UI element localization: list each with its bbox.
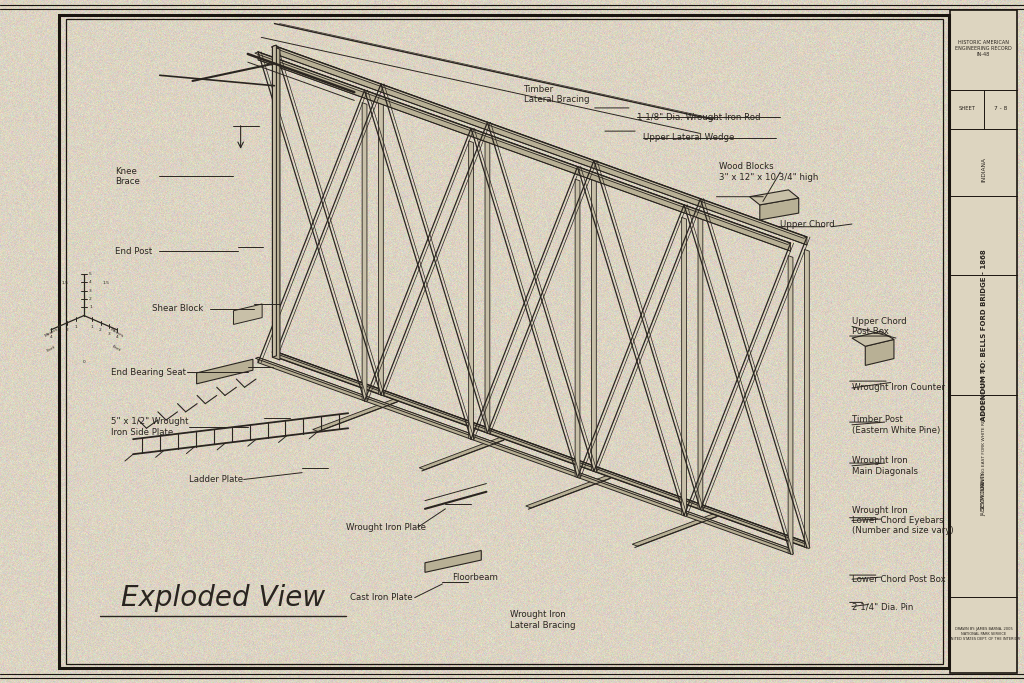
Text: Meters: Meters <box>110 327 124 338</box>
Polygon shape <box>469 141 473 440</box>
Polygon shape <box>271 351 807 544</box>
Text: Ladder Plate: Ladder Plate <box>189 475 244 484</box>
Text: HISTORIC AMERICAN
ENGINEERING RECORD
IN-48: HISTORIC AMERICAN ENGINEERING RECORD IN-… <box>955 40 1012 57</box>
Text: 2: 2 <box>99 328 101 332</box>
Polygon shape <box>272 45 276 357</box>
Polygon shape <box>760 198 799 220</box>
Polygon shape <box>362 102 367 402</box>
Polygon shape <box>425 550 481 572</box>
Text: Lower Chord Post Box: Lower Chord Post Box <box>852 574 946 584</box>
Polygon shape <box>274 46 807 245</box>
Text: ADDENDUM TO: BELLS FORD BRIDGE - 1868: ADDENDUM TO: BELLS FORD BRIDGE - 1868 <box>981 249 986 421</box>
Text: 1: 1 <box>89 305 92 309</box>
Text: Wrought Iron
Lower Chord Eyebars
(Number and size vary): Wrought Iron Lower Chord Eyebars (Number… <box>852 505 953 535</box>
Polygon shape <box>525 475 613 508</box>
Polygon shape <box>682 217 686 516</box>
Text: End Post: End Post <box>115 247 152 256</box>
Text: 5: 5 <box>89 272 92 276</box>
Polygon shape <box>698 211 702 510</box>
Polygon shape <box>852 331 894 346</box>
Polygon shape <box>485 135 489 434</box>
Polygon shape <box>312 399 400 432</box>
Text: Wrought Iron
Main Diagonals: Wrought Iron Main Diagonals <box>852 456 918 475</box>
Text: 3: 3 <box>57 332 60 336</box>
Text: 1: 1 <box>75 324 77 329</box>
Text: 5" x 1/2" Wrought
Iron Side Plate: 5" x 1/2" Wrought Iron Side Plate <box>111 417 188 436</box>
Text: SEYMOUR: SEYMOUR <box>981 481 986 510</box>
Text: DRAWN BY: JAMES BARNA, 2005
NATIONAL PARK SERVICE
UNITED STATES DEPT. OF THE INT: DRAWN BY: JAMES BARNA, 2005 NATIONAL PAR… <box>947 628 1020 641</box>
Polygon shape <box>233 304 262 324</box>
Polygon shape <box>258 52 791 251</box>
Polygon shape <box>750 190 799 205</box>
Text: Wrought Iron Plate: Wrought Iron Plate <box>346 522 426 532</box>
Text: Upper Chord: Upper Chord <box>780 219 835 229</box>
Text: 1.5: 1.5 <box>102 281 110 285</box>
Text: 2 1/4" Dia. Pin: 2 1/4" Dia. Pin <box>852 602 913 611</box>
Text: 1.5: 1.5 <box>61 281 69 285</box>
Text: SPANNING EAST FORK WHITE RIVER AT STATE ROUTE 258: SPANNING EAST FORK WHITE RIVER AT STATE … <box>982 365 985 490</box>
Polygon shape <box>592 173 596 472</box>
Polygon shape <box>419 437 507 470</box>
Text: 1: 1 <box>91 324 93 329</box>
Polygon shape <box>272 46 280 360</box>
Text: 4: 4 <box>116 335 119 339</box>
Polygon shape <box>575 179 580 478</box>
Polygon shape <box>788 255 793 555</box>
Text: Wrought Iron
Lateral Bracing: Wrought Iron Lateral Bracing <box>510 611 575 630</box>
Text: 3: 3 <box>89 289 92 292</box>
Text: Timber
Lateral Bracing: Timber Lateral Bracing <box>524 85 590 104</box>
Polygon shape <box>255 357 791 550</box>
Polygon shape <box>379 96 383 395</box>
Text: Meters: Meters <box>44 327 58 338</box>
Text: 2: 2 <box>67 328 69 332</box>
Text: Feet: Feet <box>112 344 122 352</box>
Text: Exploded View: Exploded View <box>121 584 326 611</box>
Polygon shape <box>197 359 253 384</box>
Polygon shape <box>255 52 791 245</box>
Text: Upper Lateral Wedge: Upper Lateral Wedge <box>643 133 734 143</box>
Text: 4: 4 <box>49 335 52 339</box>
Text: Wrought Iron Counter: Wrought Iron Counter <box>852 383 945 393</box>
Polygon shape <box>258 357 791 554</box>
Polygon shape <box>950 10 1018 673</box>
Polygon shape <box>805 249 809 548</box>
Text: JACKSON COUNTY: JACKSON COUNTY <box>981 472 986 516</box>
Text: End Bearing Seat: End Bearing Seat <box>111 367 185 377</box>
Text: 1 1/8" Dia. Wrought Iron Rod: 1 1/8" Dia. Wrought Iron Rod <box>637 113 761 122</box>
Polygon shape <box>632 514 720 546</box>
Text: Feet: Feet <box>46 344 56 352</box>
Text: 3: 3 <box>108 332 111 336</box>
Polygon shape <box>274 351 807 548</box>
Text: 7 - 8: 7 - 8 <box>993 106 1008 111</box>
Text: Wood Blocks
3" x 12" x 10 3/4" high: Wood Blocks 3" x 12" x 10 3/4" high <box>719 163 818 182</box>
Text: Timber Post
(Eastern White Pine): Timber Post (Eastern White Pine) <box>852 415 940 434</box>
Text: 4: 4 <box>89 280 92 284</box>
Text: 2: 2 <box>89 297 92 301</box>
Text: Upper Chord
Post Box: Upper Chord Post Box <box>852 317 906 336</box>
Text: SHEET: SHEET <box>958 106 975 111</box>
Text: Knee
Brace: Knee Brace <box>115 167 139 186</box>
Text: 0: 0 <box>83 360 85 364</box>
Text: Shear Block: Shear Block <box>152 304 203 313</box>
Polygon shape <box>865 339 894 365</box>
Text: Floorbeam: Floorbeam <box>453 572 499 582</box>
Polygon shape <box>271 46 807 238</box>
Text: Cast Iron Plate: Cast Iron Plate <box>350 593 413 602</box>
Text: INDIANA: INDIANA <box>981 156 986 182</box>
